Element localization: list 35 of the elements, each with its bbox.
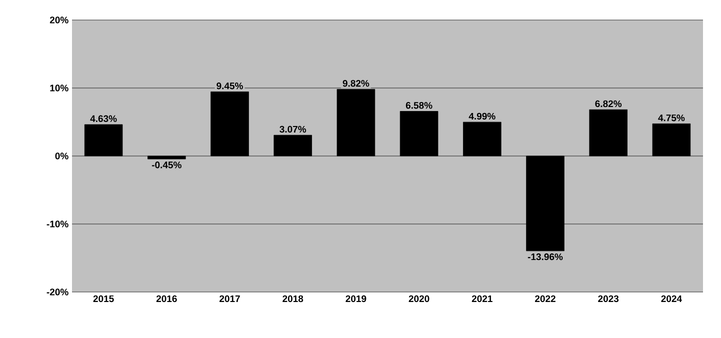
data-label: 4.99%: [468, 112, 496, 120]
data-label: -13.96%: [528, 253, 563, 260]
bar: [652, 124, 691, 156]
x-tick-label: 2022: [535, 295, 556, 302]
data-label: 4.75%: [658, 114, 685, 122]
y-tick-label: 0%: [55, 152, 68, 160]
y-tick-label: -10%: [46, 220, 68, 228]
x-tick-label: 2021: [472, 295, 492, 302]
bar: [274, 134, 312, 156]
bar: [400, 111, 438, 156]
bar: [210, 92, 249, 156]
bar: [589, 109, 628, 156]
x-tick-label: 2020: [408, 295, 430, 302]
data-label: -0.45%: [152, 162, 182, 168]
data-label: 3.07%: [280, 126, 306, 133]
x-tick-label: 2018: [282, 295, 304, 302]
bar: [463, 122, 502, 156]
bar: [526, 156, 564, 252]
x-tick-label: 2023: [598, 295, 619, 302]
x-tick-label: 2015: [93, 295, 114, 302]
x-tick-label: 2016: [156, 295, 177, 302]
data-label: 4.63%: [90, 115, 117, 122]
x-tick-label: 2019: [346, 295, 366, 302]
y-tick-label: 20%: [50, 16, 68, 24]
bar: [148, 156, 186, 160]
y-tick-label: -20%: [46, 288, 68, 296]
y-tick-label: 10%: [50, 84, 68, 92]
data-label: 9.82%: [342, 80, 370, 87]
x-tick-label: 2024: [661, 295, 682, 302]
data-label: 9.45%: [216, 82, 243, 90]
bar: [84, 124, 123, 156]
data-label: 6.82%: [595, 100, 622, 108]
x-tick-label: 2017: [220, 295, 240, 302]
data-label: 6.58%: [406, 102, 432, 109]
bar: [336, 89, 376, 156]
